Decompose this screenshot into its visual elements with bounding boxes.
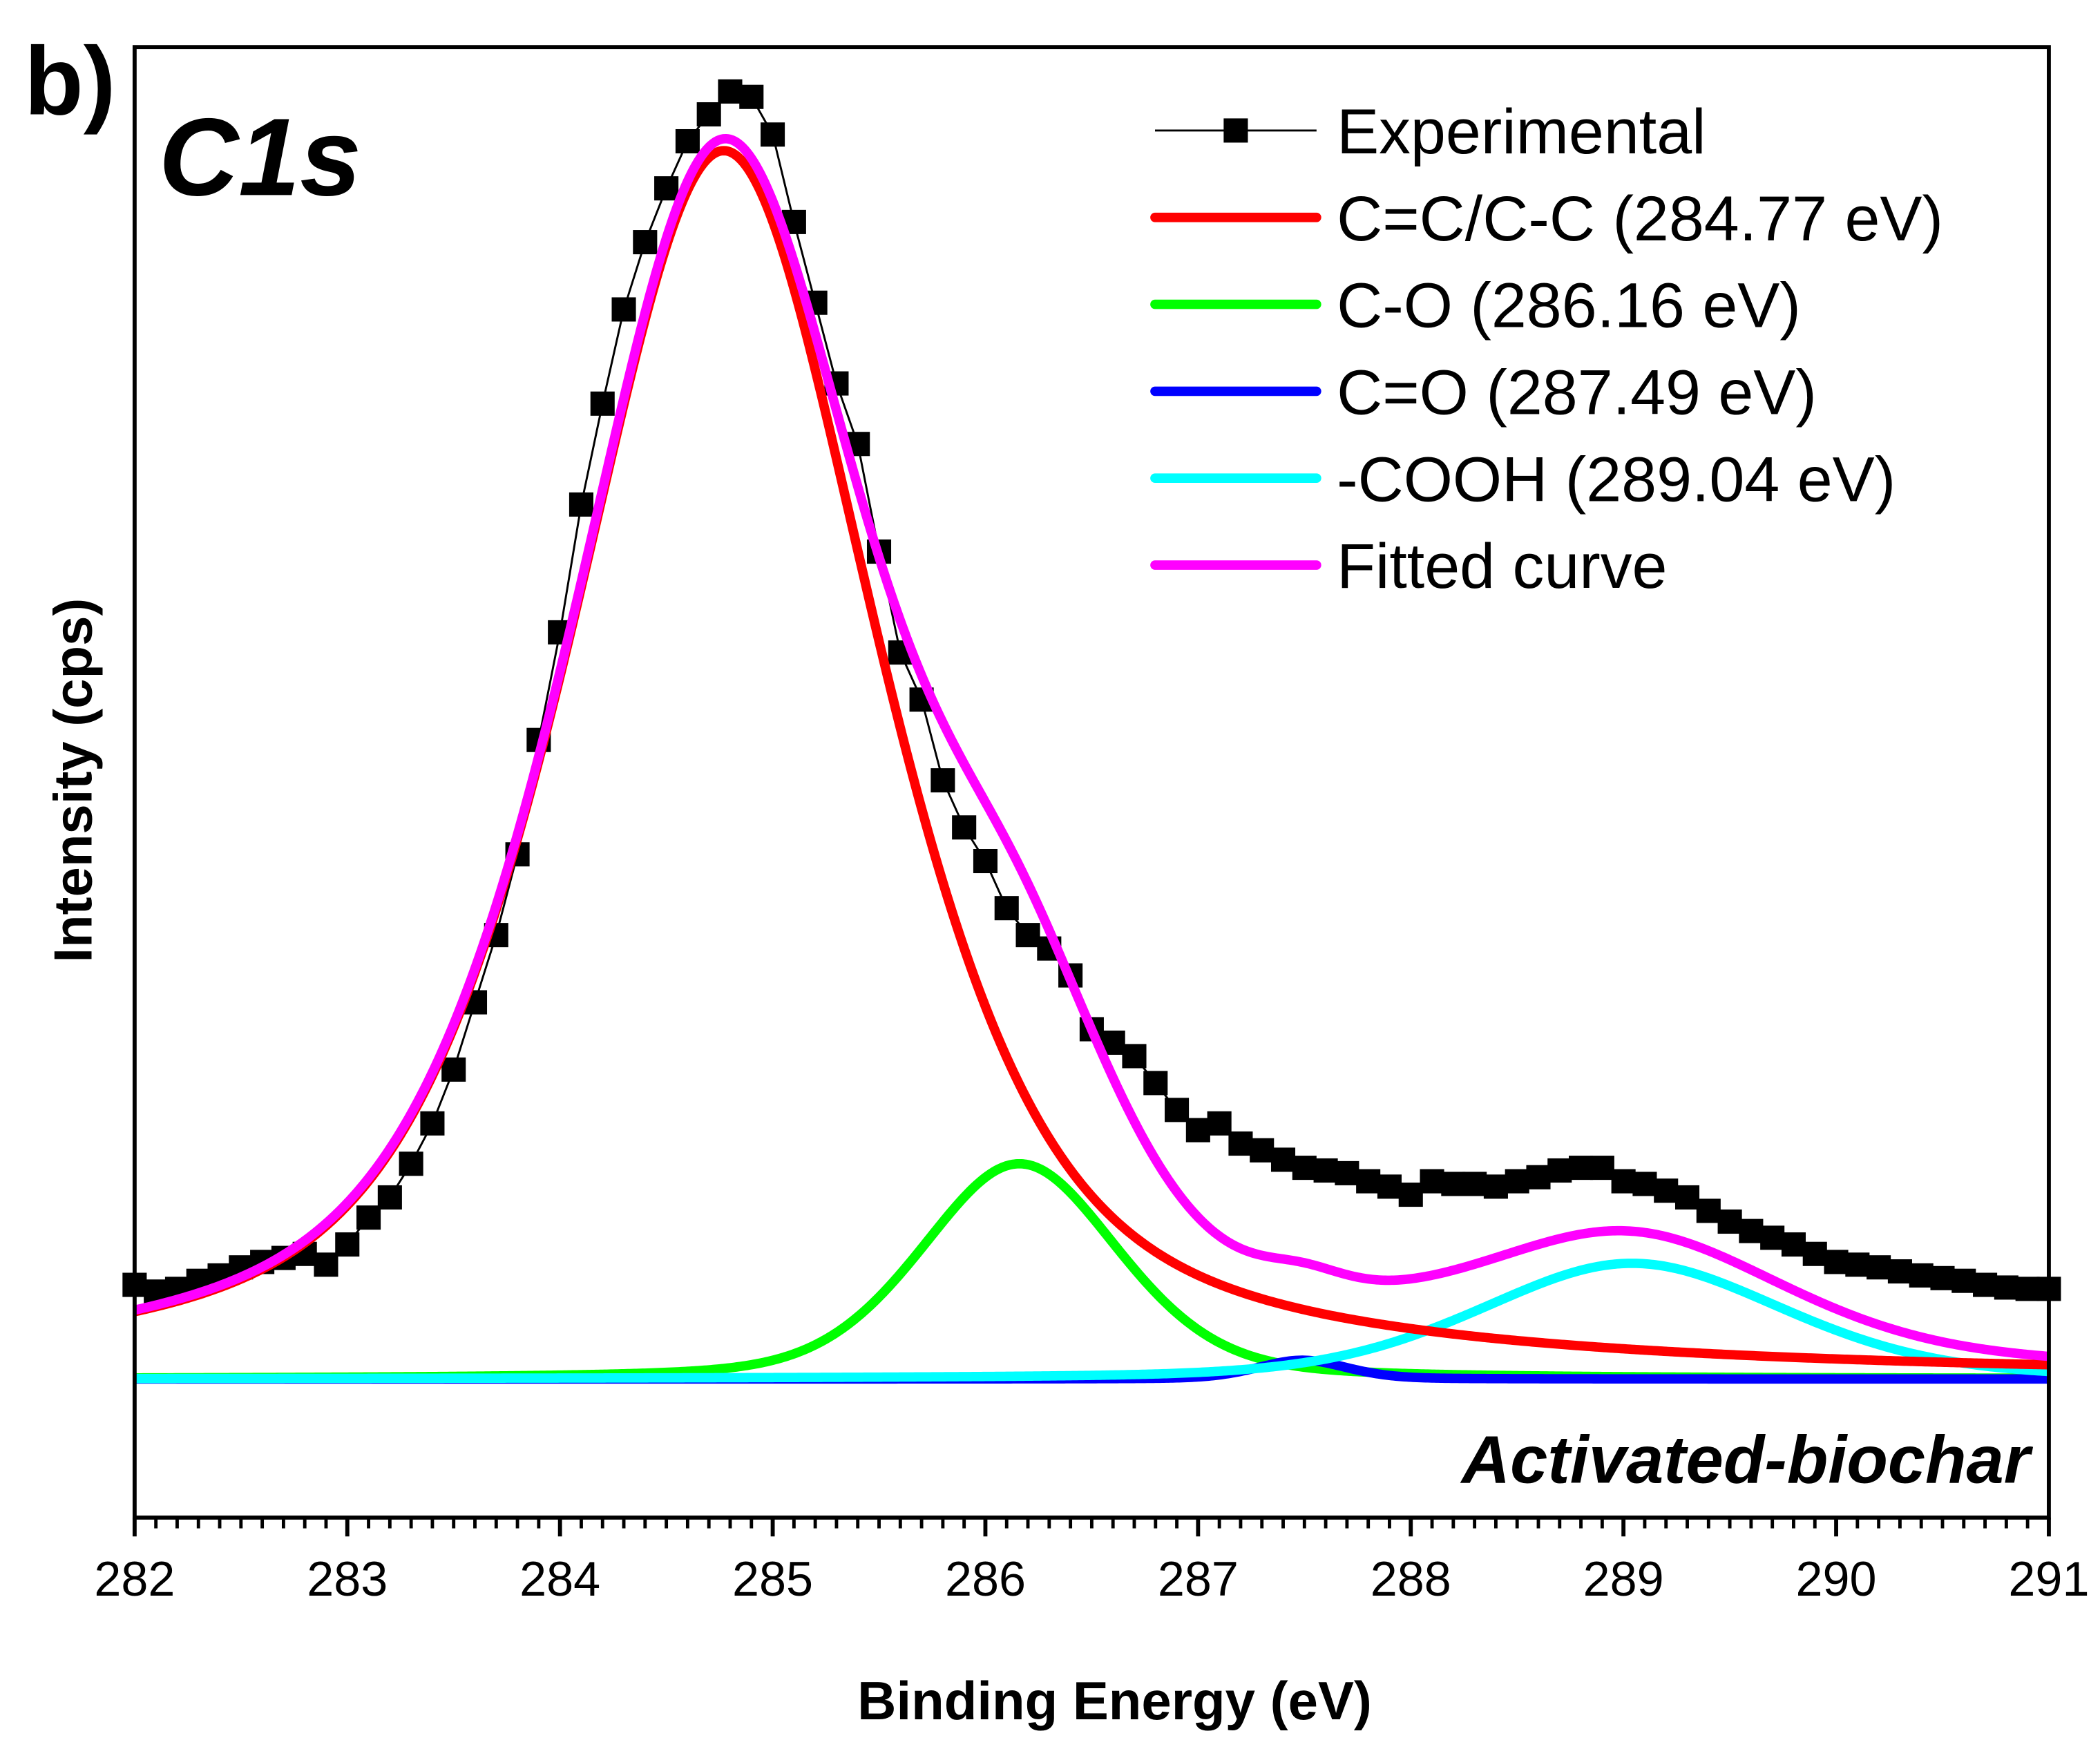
experimental-point	[1292, 1156, 1317, 1181]
experimental-point	[1696, 1198, 1721, 1223]
experimental-point	[1611, 1169, 1636, 1194]
plot-frame	[132, 45, 2051, 1520]
x-tick-label: 286	[945, 1552, 1026, 1606]
experimental-point	[696, 102, 721, 127]
legend-label: C=O (287.49 eV)	[1337, 358, 1817, 428]
experimental-point	[611, 297, 636, 322]
experimental-point	[1760, 1225, 1785, 1250]
x-tick-label: 288	[1371, 1552, 1451, 1606]
experimental-point	[1398, 1183, 1423, 1207]
experimental-point	[1122, 1044, 1147, 1069]
x-axis-ticks: 282 283 284 285 286 287 288 289 290 291	[94, 1517, 2089, 1606]
experimental-point	[994, 896, 1019, 921]
x-tick-label: 282	[94, 1552, 175, 1606]
experimental-point	[590, 391, 615, 416]
legend-marker-experimental	[1223, 118, 1248, 143]
experimental-point	[1015, 923, 1040, 948]
experimental-point	[1717, 1209, 1742, 1234]
experimental-point	[633, 230, 658, 255]
experimental-point	[1420, 1169, 1444, 1194]
experimental-point	[356, 1205, 381, 1230]
x-tick-label: 285	[732, 1552, 813, 1606]
experimental-point	[1845, 1252, 1870, 1277]
experimental-point	[335, 1232, 360, 1257]
experimental-point	[1994, 1275, 2018, 1300]
x-tick-label: 287	[1158, 1552, 1239, 1606]
experimental-point	[1654, 1178, 1679, 1203]
x-tick-label: 283	[307, 1552, 388, 1606]
chart-title: C1s	[159, 95, 361, 218]
experimental-point	[1909, 1263, 1934, 1288]
experimental-point	[675, 128, 700, 154]
experimental-point	[441, 1057, 466, 1082]
experimental-point	[1207, 1111, 1232, 1136]
experimental-point	[1441, 1172, 1466, 1196]
experimental-point	[1483, 1174, 1508, 1199]
experimental-point	[1674, 1185, 1700, 1210]
legend-label: C-O (286.16 eV)	[1337, 271, 1801, 341]
experimental-point	[1973, 1272, 1998, 1297]
x-tick-label: 284	[519, 1552, 600, 1606]
legend-label: C=C/C-C (284.77 eV)	[1337, 184, 1943, 254]
experimental-point	[2015, 1277, 2040, 1301]
experimental-point	[1165, 1098, 1190, 1122]
experimental-point	[930, 768, 955, 793]
experimental-point	[420, 1111, 445, 1136]
legend-label: Fitted curve	[1337, 531, 1667, 602]
experimental-point	[1335, 1160, 1359, 1185]
experimental-point	[1462, 1172, 1487, 1196]
experimental-point	[739, 84, 764, 109]
experimental-point	[569, 492, 593, 517]
experimental-point	[377, 1185, 402, 1210]
experimental-point	[1377, 1174, 1402, 1199]
experimental-point	[1356, 1169, 1381, 1194]
experimental-point	[1802, 1241, 1827, 1266]
component-curve-cooh	[132, 1259, 2052, 1384]
experimental-point	[1590, 1156, 1614, 1181]
experimental-point	[1547, 1158, 1572, 1183]
experimental-point	[1739, 1218, 1764, 1243]
experimental-point	[1143, 1071, 1168, 1096]
y-axis-title: Intensity (cps)	[42, 598, 103, 963]
experimental-point	[314, 1252, 338, 1277]
legend: Experimental C=C/C-C (284.77 eV) C-O (286.…	[1150, 97, 1943, 602]
experimental-point	[1505, 1169, 1529, 1194]
experimental-point	[1313, 1158, 1338, 1183]
panel-label: b)	[24, 27, 115, 135]
experimental-point	[1781, 1232, 1806, 1257]
experimental-point	[1526, 1165, 1551, 1189]
experimental-point	[1632, 1172, 1657, 1196]
experimental-point	[1185, 1118, 1210, 1143]
sample-annotation: Activated-biochar	[1460, 1422, 2034, 1497]
x-tick-label: 290	[1796, 1552, 1877, 1606]
experimental-point	[1824, 1250, 1849, 1274]
x-axis-title: Binding Energy (eV)	[857, 1670, 1372, 1731]
experimental-point	[952, 815, 977, 840]
curves-layer	[122, 79, 2061, 1384]
x-tick-label: 291	[2008, 1552, 2089, 1606]
experimental-point	[1887, 1259, 1912, 1284]
experimental-point	[1228, 1131, 1253, 1156]
experimental-point	[654, 176, 679, 201]
experimental-point	[1569, 1156, 1594, 1181]
experimental-point	[718, 79, 743, 104]
legend-label: -COOH (289.04 eV)	[1337, 444, 1896, 515]
fitted-curve	[132, 133, 2052, 1361]
experimental-point	[761, 122, 785, 147]
legend-label: Experimental	[1337, 97, 1706, 167]
experimental-point	[1867, 1255, 1891, 1280]
x-tick-label: 289	[1583, 1552, 1664, 1606]
experimental-point	[399, 1151, 423, 1176]
experimental-point	[1930, 1265, 1955, 1290]
experimental-point	[1270, 1147, 1296, 1172]
experimental-point	[973, 848, 998, 874]
experimental-point	[1250, 1138, 1275, 1163]
experimental-point	[1951, 1268, 1976, 1293]
